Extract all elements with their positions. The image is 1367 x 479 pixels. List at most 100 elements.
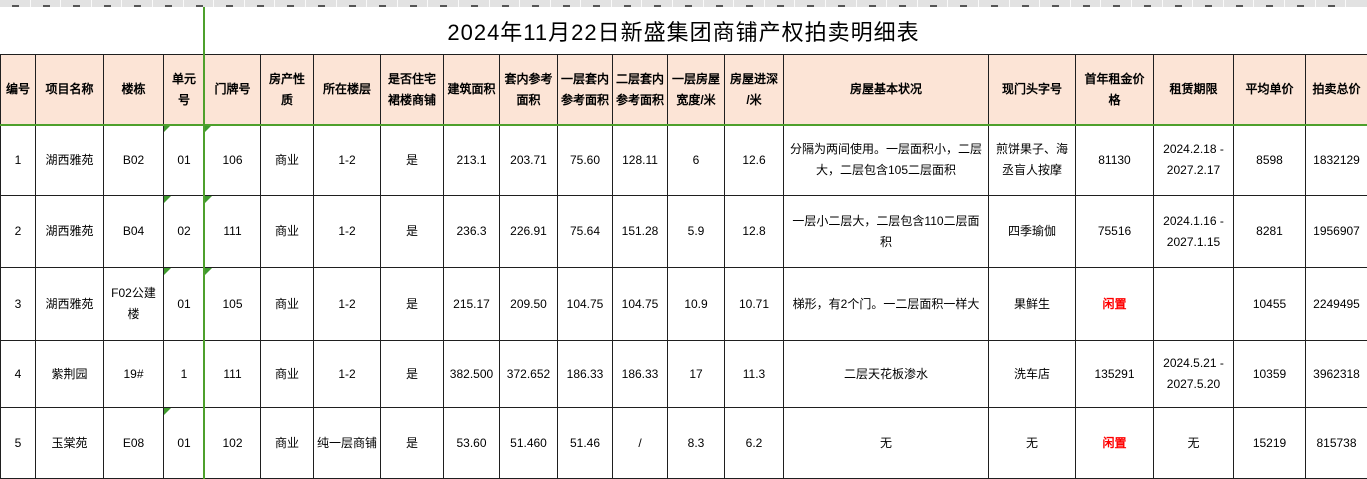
table-cell[interactable]: 186.33: [612, 340, 668, 408]
table-cell[interactable]: 2024.2.18 - 2027.2.17: [1153, 124, 1234, 196]
table-cell[interactable]: 102: [204, 407, 261, 479]
table-cell[interactable]: 闲置: [1075, 407, 1154, 479]
table-cell[interactable]: 106: [204, 124, 261, 196]
table-cell[interactable]: 商业: [260, 124, 314, 196]
header-cell[interactable]: 编号: [0, 54, 36, 125]
header-cell[interactable]: 房产性质: [260, 54, 314, 125]
table-cell[interactable]: F02公建楼: [103, 267, 164, 341]
table-cell[interactable]: 209.50: [499, 267, 558, 341]
header-cell[interactable]: 房屋基本状况: [783, 54, 989, 125]
table-cell[interactable]: 一层小二层大，二层包含110二层面积: [783, 195, 989, 268]
table-cell[interactable]: 无: [988, 407, 1076, 479]
table-cell[interactable]: 1832129: [1305, 124, 1367, 196]
table-cell[interactable]: 01: [163, 267, 205, 341]
table-cell[interactable]: [1153, 267, 1234, 341]
table-cell[interactable]: 213.1: [443, 124, 500, 196]
table-cell[interactable]: 5: [0, 407, 36, 479]
table-cell[interactable]: 8.3: [667, 407, 725, 479]
title-row[interactable]: 2024年11月22日新盛集团商铺产权拍卖明细表: [0, 7, 1367, 55]
table-cell[interactable]: 商业: [260, 195, 314, 268]
table-cell[interactable]: 111: [204, 195, 261, 268]
table-cell[interactable]: 闲置: [1075, 267, 1154, 341]
table-cell[interactable]: 无: [783, 407, 989, 479]
table-cell[interactable]: 104.75: [612, 267, 668, 341]
table-cell[interactable]: 4: [0, 340, 36, 408]
table-cell[interactable]: 2024.1.16 - 2027.1.15: [1153, 195, 1234, 268]
table-cell[interactable]: 1-2: [313, 124, 381, 196]
table-cell[interactable]: 商业: [260, 407, 314, 479]
table-cell[interactable]: 是: [380, 267, 444, 341]
table-cell[interactable]: 1: [163, 340, 205, 408]
header-cell[interactable]: 项目名称: [35, 54, 104, 125]
table-cell[interactable]: 1: [0, 124, 36, 196]
table-cell[interactable]: 湖西雅苑: [35, 267, 104, 341]
table-cell[interactable]: 二层天花板渗水: [783, 340, 989, 408]
table-cell[interactable]: 四季瑜伽: [988, 195, 1076, 268]
header-cell[interactable]: 一层房屋 宽度/米: [667, 54, 725, 125]
header-cell[interactable]: 单元号: [163, 54, 205, 125]
table-cell[interactable]: 洗车店: [988, 340, 1076, 408]
table-cell[interactable]: 紫荆园: [35, 340, 104, 408]
table-cell[interactable]: 01: [163, 407, 205, 479]
table-cell[interactable]: 梯形，有2个门。一二层面积一样大: [783, 267, 989, 341]
header-cell[interactable]: 套内参考 面积: [499, 54, 558, 125]
header-cell[interactable]: 建筑面积: [443, 54, 500, 125]
table-cell[interactable]: 1-2: [313, 340, 381, 408]
table-cell[interactable]: /: [612, 407, 668, 479]
table-cell[interactable]: 6: [667, 124, 725, 196]
table-cell[interactable]: 105: [204, 267, 261, 341]
table-cell[interactable]: 111: [204, 340, 261, 408]
table-cell[interactable]: 10359: [1233, 340, 1306, 408]
header-cell[interactable]: 一层套内 参考面积: [557, 54, 613, 125]
table-cell[interactable]: 203.71: [499, 124, 558, 196]
table-cell[interactable]: 3962318: [1305, 340, 1367, 408]
table-cell[interactable]: 104.75: [557, 267, 613, 341]
table-cell[interactable]: 无: [1153, 407, 1234, 479]
header-cell[interactable]: 房屋进深 /米: [724, 54, 784, 125]
table-cell[interactable]: 湖西雅苑: [35, 124, 104, 196]
table-cell[interactable]: 186.33: [557, 340, 613, 408]
table-cell[interactable]: 236.3: [443, 195, 500, 268]
table-cell[interactable]: 湖西雅苑: [35, 195, 104, 268]
table-cell[interactable]: 19#: [103, 340, 164, 408]
table-cell[interactable]: 纯一层商铺: [313, 407, 381, 479]
table-cell[interactable]: 17: [667, 340, 725, 408]
header-cell[interactable]: 门牌号: [204, 54, 261, 125]
table-cell[interactable]: 2: [0, 195, 36, 268]
table-cell[interactable]: 商业: [260, 340, 314, 408]
header-cell[interactable]: 拍卖总价: [1305, 54, 1367, 125]
table-cell[interactable]: 372.652: [499, 340, 558, 408]
table-cell[interactable]: 75.64: [557, 195, 613, 268]
table-cell[interactable]: 分隔为两间使用。一层面积小，二层大，二层包含105二层面积: [783, 124, 989, 196]
header-cell[interactable]: 平均单价: [1233, 54, 1306, 125]
table-cell[interactable]: 151.28: [612, 195, 668, 268]
table-cell[interactable]: 15219: [1233, 407, 1306, 479]
table-cell[interactable]: 12.8: [724, 195, 784, 268]
table-cell[interactable]: 商业: [260, 267, 314, 341]
table-cell[interactable]: 75.60: [557, 124, 613, 196]
table-cell[interactable]: 75516: [1075, 195, 1154, 268]
header-cell[interactable]: 所在楼层: [313, 54, 381, 125]
table-cell[interactable]: 215.17: [443, 267, 500, 341]
table-cell[interactable]: 1-2: [313, 195, 381, 268]
header-cell[interactable]: 是否住宅 裙楼商铺: [380, 54, 444, 125]
table-cell[interactable]: 是: [380, 195, 444, 268]
table-cell[interactable]: 6.2: [724, 407, 784, 479]
table-cell[interactable]: 是: [380, 124, 444, 196]
table-cell[interactable]: 53.60: [443, 407, 500, 479]
table-cell[interactable]: 5.9: [667, 195, 725, 268]
table-cell[interactable]: E08: [103, 407, 164, 479]
header-cell[interactable]: 楼栋: [103, 54, 164, 125]
table-cell[interactable]: 2249495: [1305, 267, 1367, 341]
table-cell[interactable]: 10.71: [724, 267, 784, 341]
table-cell[interactable]: 81130: [1075, 124, 1154, 196]
table-cell[interactable]: 2024.5.21 - 2027.5.20: [1153, 340, 1234, 408]
header-cell[interactable]: 租赁期限: [1153, 54, 1234, 125]
table-cell[interactable]: 10455: [1233, 267, 1306, 341]
header-cell[interactable]: 二层套内 参考面积: [612, 54, 668, 125]
table-cell[interactable]: 01: [163, 124, 205, 196]
table-cell[interactable]: 是: [380, 407, 444, 479]
table-cell[interactable]: 8598: [1233, 124, 1306, 196]
table-cell[interactable]: 226.91: [499, 195, 558, 268]
table-cell[interactable]: 是: [380, 340, 444, 408]
